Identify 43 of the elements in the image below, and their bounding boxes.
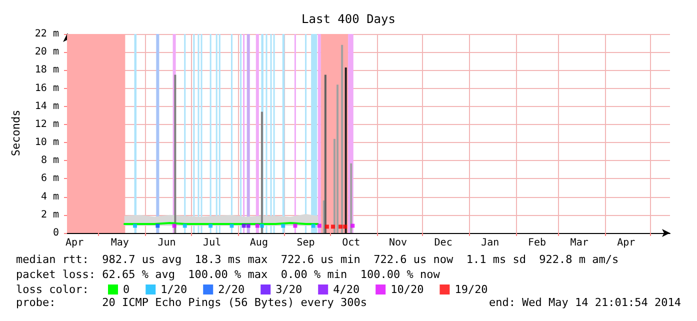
chart-title: Last 400 Days (302, 12, 396, 26)
x-tick-label: Apr (617, 238, 636, 248)
x-tick-label: Nov (388, 238, 407, 248)
y-tick-label: 10 m (34, 137, 59, 148)
bar (350, 163, 352, 233)
text: probe: 20 ICMP Echo Pings (56 Bytes) every 300s (16, 296, 367, 309)
y-tick-label: 8 m (40, 155, 59, 166)
x-tick-label: Mar (570, 238, 588, 248)
legend-label: 10/20 (390, 283, 424, 296)
y-tick-label: 0 (52, 228, 59, 238)
legend-label: 1/20 (160, 283, 188, 296)
y-axis-title: Seconds (10, 110, 22, 156)
bar (336, 84, 339, 233)
x-tick-label: Apr (66, 238, 84, 248)
legend-label: 4/20 (333, 283, 360, 296)
bar (324, 74, 326, 233)
bar (341, 44, 344, 233)
x-tick-label: Jan (481, 238, 500, 248)
y-tick-label: 18 m (34, 64, 59, 76)
x-tick-label: Dec (434, 238, 452, 248)
legend-label: 0 (123, 283, 130, 296)
y-tick-label: 12 m (34, 118, 59, 130)
y-tick-label: 20 m (34, 46, 59, 58)
legend-title: loss color: (16, 283, 89, 296)
x-tick-label: May (110, 238, 129, 248)
text: median rtt: 982.7 us avg 18.3 ms max 722.6 us min 722.6 us now 1.1 ms sd 922.8 m am/s (16, 253, 619, 266)
y-tick-label: 2 m (40, 209, 59, 220)
y-tick-label: 4 m (40, 191, 59, 202)
x-tick-label: Aug (250, 238, 268, 248)
x-tick-label: Sep (296, 238, 315, 248)
text: packet loss: 62.65 % avg 100.00 % max 0.00 % min 100.00 % now (16, 268, 440, 281)
text: end: Wed May 14 21:01:54 2014 (488, 296, 682, 309)
y-tick-label: 14 m (34, 100, 59, 112)
legend-label: 19/20 (454, 283, 488, 296)
x-tick-label: Jul (203, 238, 222, 248)
x-tick-label: Jun (158, 238, 176, 248)
legend-label: 3/20 (276, 283, 302, 296)
x-tick-label: Oct (342, 238, 360, 248)
y-tick-label: 22 m (34, 28, 59, 40)
y-tick-label: 16 m (34, 82, 59, 94)
legend-label: 2/20 (218, 283, 245, 296)
y-tick-label: 6 m (40, 173, 59, 184)
x-tick-label: Feb (528, 238, 546, 248)
